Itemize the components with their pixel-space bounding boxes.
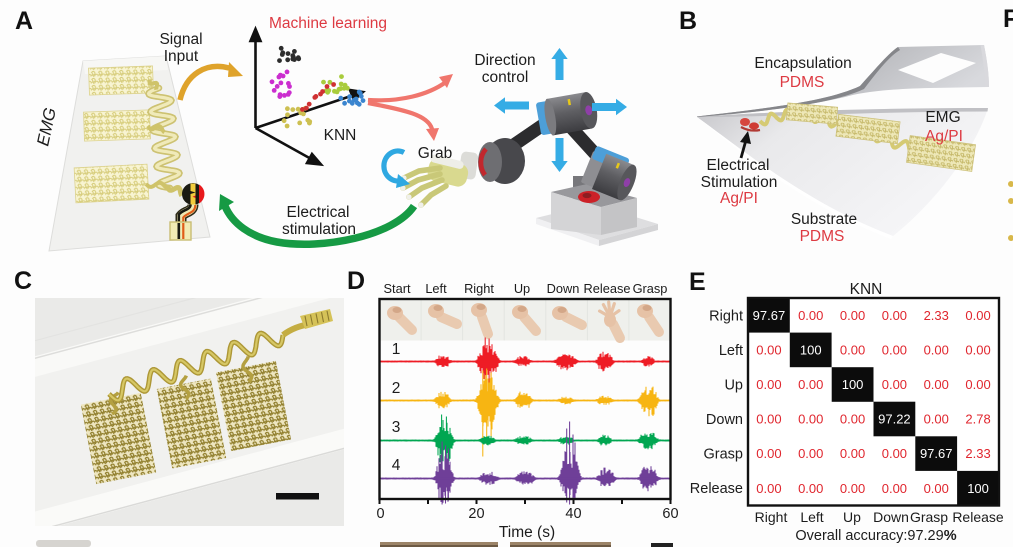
svg-text:3: 3 bbox=[392, 419, 401, 436]
svg-text:Substrate: Substrate bbox=[791, 211, 857, 228]
svg-text:0.00: 0.00 bbox=[840, 412, 865, 427]
svg-text:0.00: 0.00 bbox=[840, 308, 865, 323]
svg-text:0.00: 0.00 bbox=[798, 446, 823, 461]
svg-text:Overall accuracy:97.29%: Overall accuracy:97.29% bbox=[795, 528, 956, 544]
svg-text:B: B bbox=[679, 7, 697, 35]
svg-text:Machine learning: Machine learning bbox=[269, 15, 387, 32]
svg-text:0.00: 0.00 bbox=[798, 481, 823, 496]
svg-text:Up: Up bbox=[843, 509, 861, 525]
svg-text:Electrical: Electrical bbox=[287, 204, 350, 221]
svg-text:2: 2 bbox=[392, 380, 401, 397]
svg-text:Right: Right bbox=[464, 281, 494, 296]
svg-text:20: 20 bbox=[468, 506, 484, 522]
svg-text:2.78: 2.78 bbox=[965, 412, 990, 427]
svg-text:PDMS: PDMS bbox=[800, 228, 845, 245]
svg-text:control: control bbox=[482, 69, 529, 86]
svg-text:0.00: 0.00 bbox=[924, 377, 949, 392]
svg-text:Grasp: Grasp bbox=[704, 447, 744, 463]
svg-text:Ag/PI: Ag/PI bbox=[720, 190, 758, 207]
svg-text:0.00: 0.00 bbox=[882, 342, 907, 357]
svg-text:Right: Right bbox=[709, 308, 743, 324]
svg-text:Release: Release bbox=[690, 481, 743, 497]
svg-text:0.00: 0.00 bbox=[882, 481, 907, 496]
svg-text:2.33: 2.33 bbox=[924, 308, 949, 323]
svg-text:Left: Left bbox=[719, 343, 743, 359]
svg-text:Grasp: Grasp bbox=[633, 281, 668, 296]
svg-text:97.22: 97.22 bbox=[878, 412, 911, 427]
svg-text:0.00: 0.00 bbox=[840, 342, 865, 357]
svg-text:0.00: 0.00 bbox=[965, 342, 990, 357]
svg-text:Time (s): Time (s) bbox=[499, 524, 555, 541]
svg-text:100: 100 bbox=[842, 377, 864, 392]
svg-text:Up: Up bbox=[514, 281, 530, 296]
svg-text:0.00: 0.00 bbox=[882, 377, 907, 392]
svg-text:Release: Release bbox=[584, 281, 631, 296]
svg-text:1: 1 bbox=[392, 341, 401, 358]
svg-text:0.00: 0.00 bbox=[798, 377, 823, 392]
svg-text:0.00: 0.00 bbox=[840, 446, 865, 461]
svg-text:Direction: Direction bbox=[474, 52, 535, 69]
svg-text:Grab: Grab bbox=[418, 145, 452, 162]
svg-text:0.00: 0.00 bbox=[756, 342, 781, 357]
svg-text:A: A bbox=[15, 7, 33, 35]
svg-text:0.00: 0.00 bbox=[798, 308, 823, 323]
svg-text:60: 60 bbox=[662, 506, 678, 522]
svg-text:0.00: 0.00 bbox=[882, 308, 907, 323]
svg-text:EMG: EMG bbox=[925, 109, 960, 126]
svg-text:0.00: 0.00 bbox=[924, 412, 949, 427]
svg-text:0.00: 0.00 bbox=[882, 446, 907, 461]
svg-text:Signal: Signal bbox=[159, 31, 202, 48]
svg-text:97.67: 97.67 bbox=[753, 308, 786, 323]
svg-text:0.00: 0.00 bbox=[965, 308, 990, 323]
svg-text:Start: Start bbox=[383, 281, 410, 296]
svg-text:EMG: EMG bbox=[33, 106, 60, 148]
svg-text:Left: Left bbox=[425, 281, 447, 296]
svg-text:F: F bbox=[1003, 5, 1013, 33]
svg-text:4: 4 bbox=[392, 457, 401, 474]
svg-text:0: 0 bbox=[376, 506, 384, 522]
svg-text:Down: Down bbox=[873, 509, 909, 525]
svg-text:100: 100 bbox=[967, 481, 989, 496]
svg-text:0.00: 0.00 bbox=[756, 446, 781, 461]
svg-text:Grasp: Grasp bbox=[910, 509, 948, 525]
svg-text:40: 40 bbox=[565, 506, 581, 522]
svg-text:2.33: 2.33 bbox=[965, 446, 990, 461]
svg-text:Up: Up bbox=[724, 377, 743, 393]
svg-text:PDMS: PDMS bbox=[780, 74, 825, 91]
svg-text:0.00: 0.00 bbox=[756, 481, 781, 496]
svg-text:Down: Down bbox=[547, 281, 580, 296]
svg-text:KNN: KNN bbox=[324, 127, 357, 144]
svg-text:Encapsulation: Encapsulation bbox=[754, 55, 851, 72]
svg-text:0.00: 0.00 bbox=[840, 481, 865, 496]
svg-text:stimulation: stimulation bbox=[282, 221, 356, 238]
svg-text:Release: Release bbox=[952, 509, 1004, 525]
svg-text:KNN: KNN bbox=[850, 281, 883, 298]
svg-text:0.00: 0.00 bbox=[965, 377, 990, 392]
svg-text:C: C bbox=[14, 267, 32, 295]
svg-text:97.67: 97.67 bbox=[920, 446, 953, 461]
svg-text:E: E bbox=[689, 268, 706, 296]
svg-text:0.00: 0.00 bbox=[756, 377, 781, 392]
svg-text:Electrical: Electrical bbox=[707, 157, 770, 174]
svg-text:0.00: 0.00 bbox=[924, 342, 949, 357]
svg-text:100: 100 bbox=[800, 342, 822, 357]
svg-text:D: D bbox=[347, 267, 365, 295]
svg-text:Input: Input bbox=[164, 48, 199, 65]
svg-text:0.00: 0.00 bbox=[756, 412, 781, 427]
svg-text:Right: Right bbox=[755, 509, 788, 525]
svg-text:Left: Left bbox=[800, 509, 823, 525]
svg-text:0.00: 0.00 bbox=[924, 481, 949, 496]
svg-text:Ag/PI: Ag/PI bbox=[925, 128, 963, 145]
svg-text:Down: Down bbox=[706, 412, 743, 428]
svg-text:Stimulation: Stimulation bbox=[701, 174, 778, 191]
svg-text:0.00: 0.00 bbox=[798, 412, 823, 427]
